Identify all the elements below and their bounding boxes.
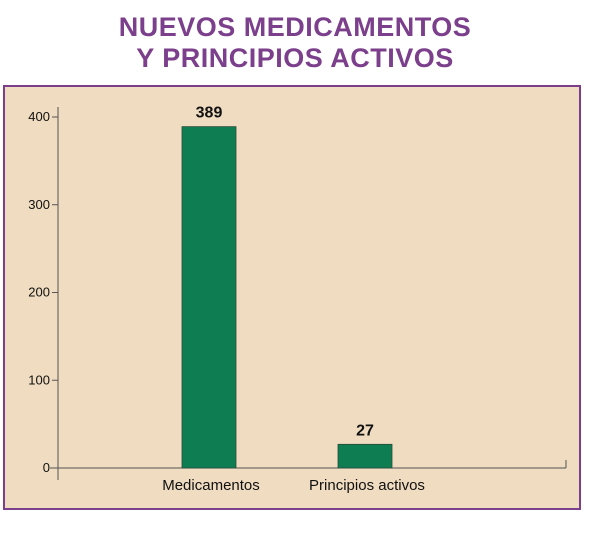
data-label-0: 389 (196, 105, 223, 122)
category-label-1: Principios activos (309, 477, 425, 494)
y-tick-label-0: 0 (43, 460, 50, 475)
chart-title: NUEVOS MEDICAMENTOS Y PRINCIPIOS ACTIVOS (0, 12, 590, 74)
data-label-1: 27 (356, 422, 374, 439)
category-label-0: Medicamentos (162, 477, 260, 494)
bar-medicamentos (181, 126, 237, 469)
chart-title-line-1: NUEVOS MEDICAMENTOS (118, 12, 472, 42)
bar-principios-activos (337, 443, 393, 469)
y-tick-label-400: 400 (28, 109, 50, 124)
chart-panel (3, 85, 581, 510)
y-tick-label-100: 100 (28, 372, 50, 387)
y-tick-label-300: 300 (28, 197, 50, 212)
y-tick-label-200: 200 (28, 285, 50, 300)
chart-title-line-2: Y PRINCIPIOS ACTIVOS (136, 43, 454, 73)
